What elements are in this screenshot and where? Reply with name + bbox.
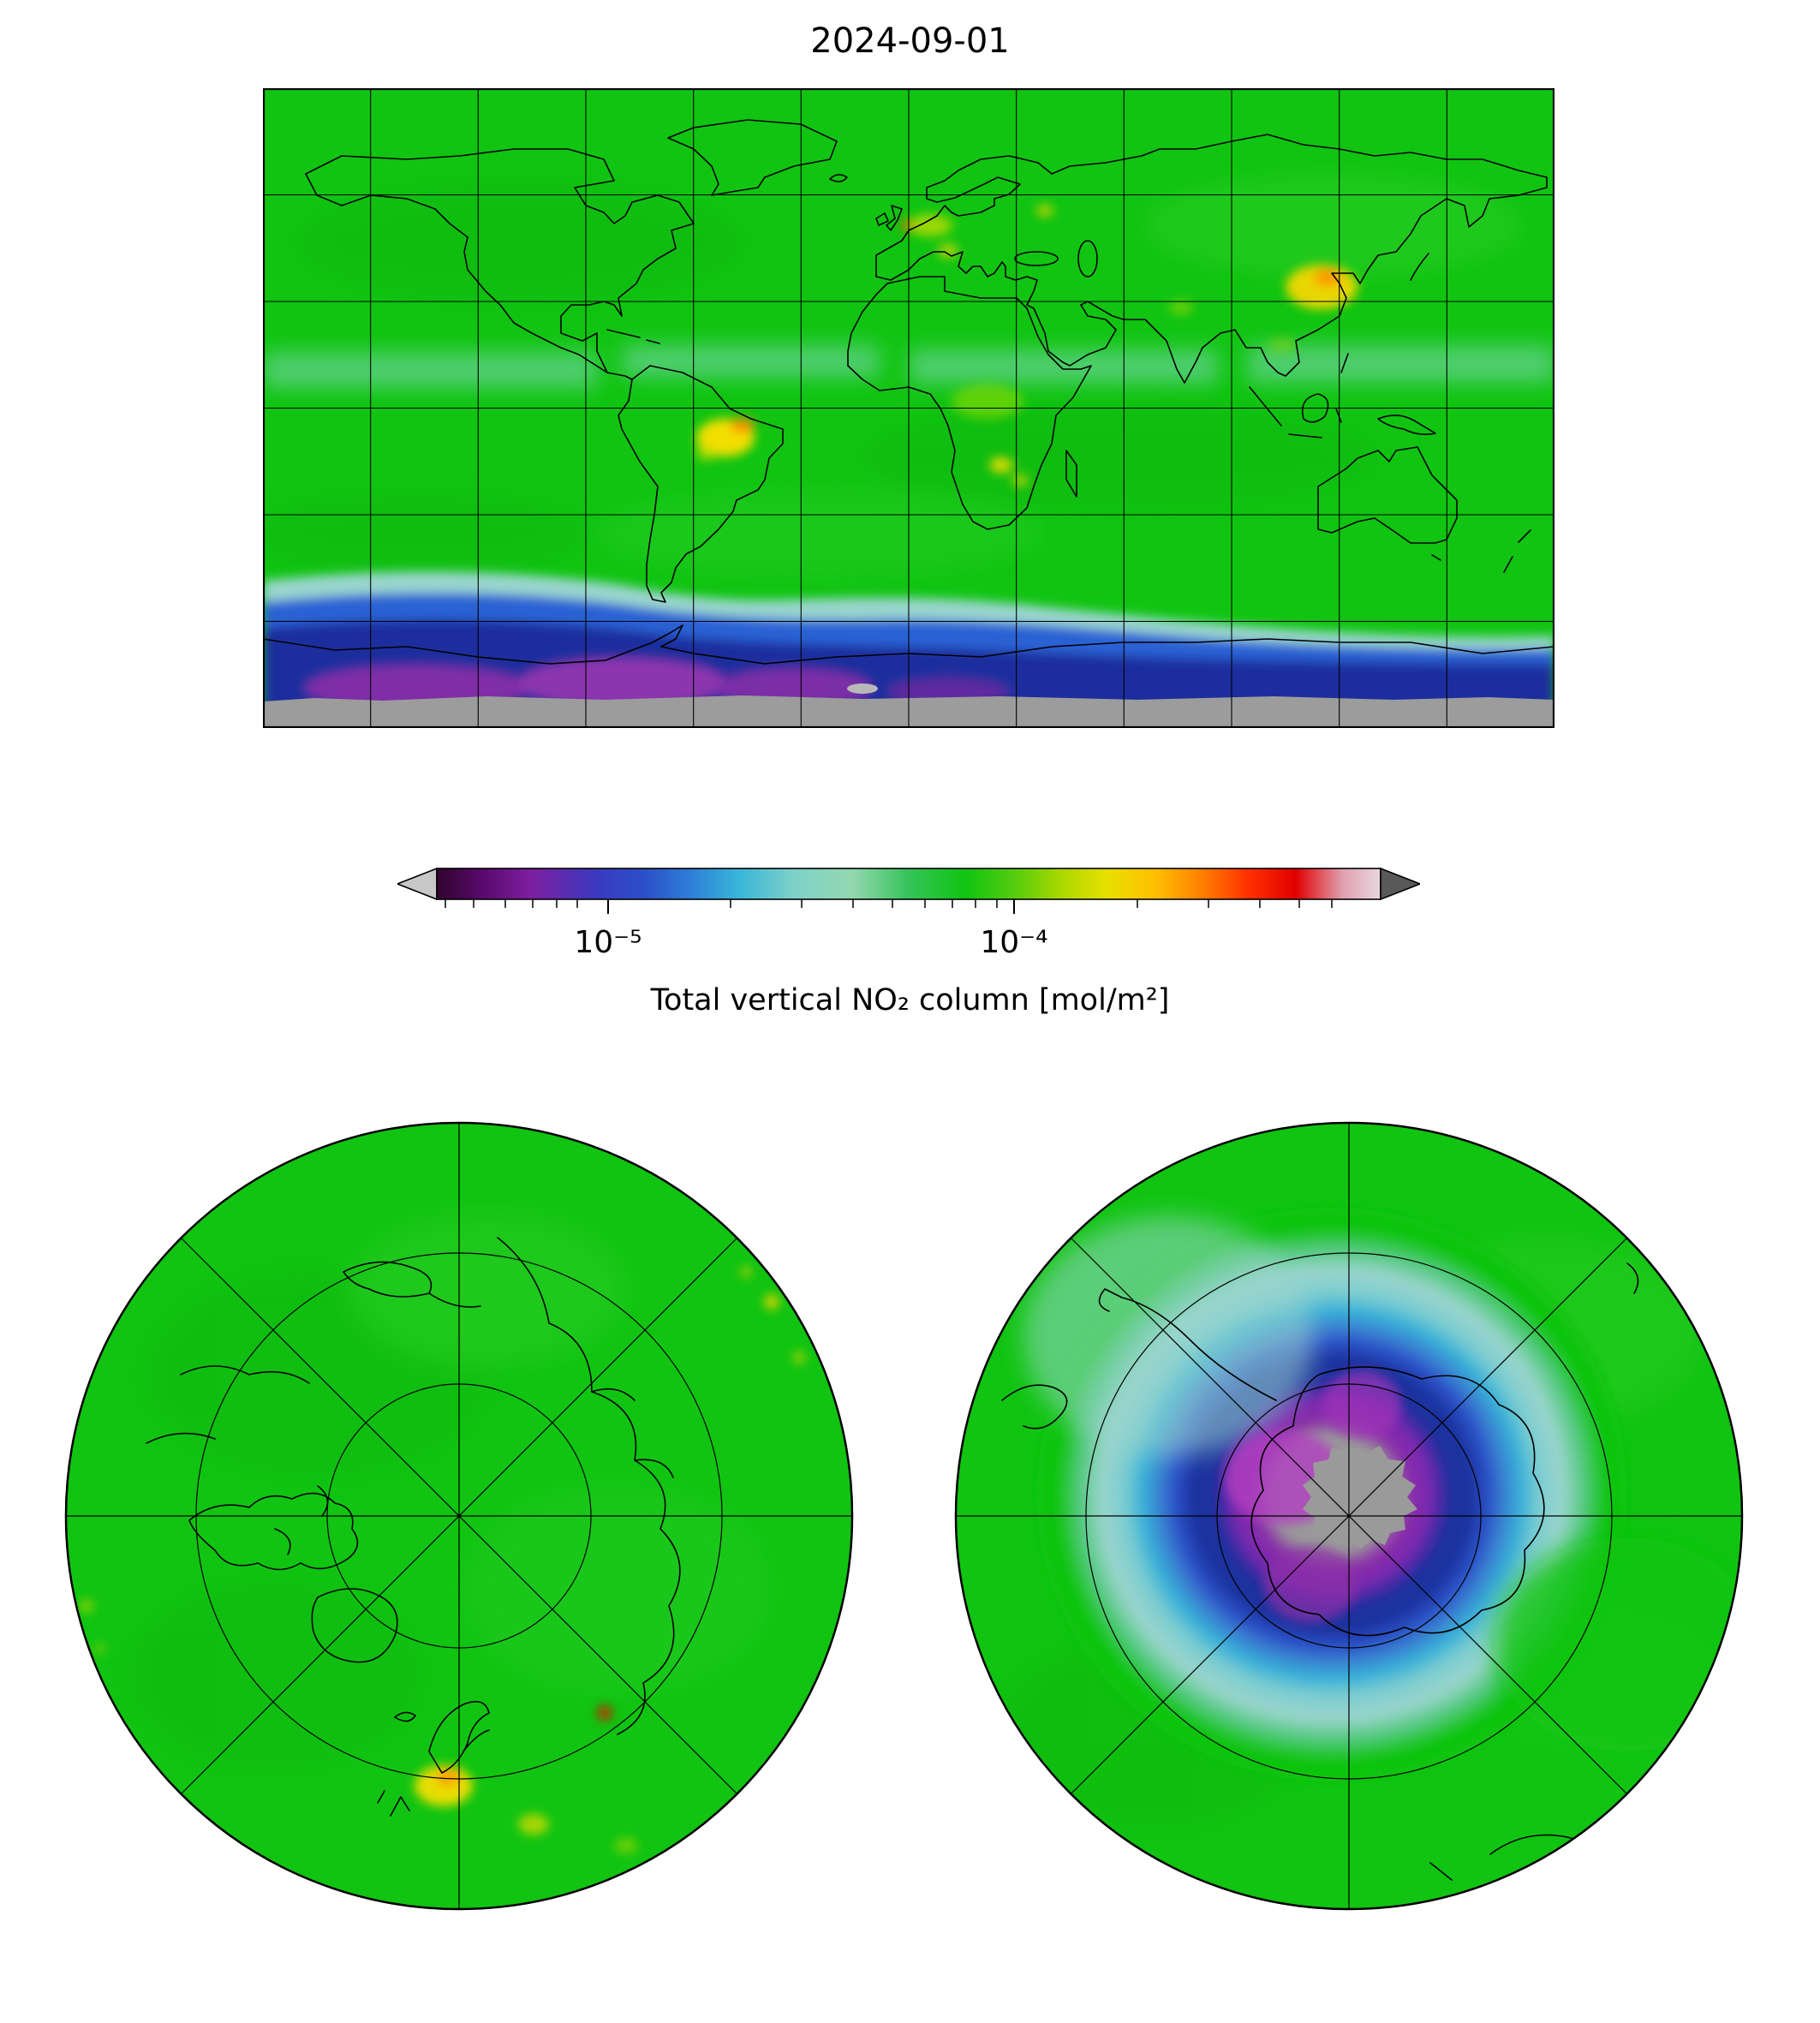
colorbar-tick-label-1e-5: 10⁻⁵ xyxy=(574,925,641,960)
north-hotspots xyxy=(80,1267,805,1853)
south-map-border xyxy=(954,1121,1744,1911)
no-data-patch xyxy=(847,683,878,694)
south-graticule xyxy=(956,1123,1742,1909)
tropical-cyan-band xyxy=(263,345,1554,388)
north-polar-map xyxy=(64,1121,854,1911)
north-graticule xyxy=(66,1123,852,1909)
figure-title: 2024-09-01 xyxy=(810,21,1010,61)
colorbar-over-arrow xyxy=(1380,867,1420,901)
colorbar-major-ticks xyxy=(607,899,1015,914)
colorbar-tick-label-1e-4: 10⁻⁴ xyxy=(980,925,1047,960)
global-map xyxy=(263,88,1554,728)
south-no-data-core xyxy=(1303,1441,1417,1549)
north-coastlines xyxy=(146,1237,681,1817)
graticule xyxy=(263,88,1554,728)
colorbar: 10⁻⁵ 10⁻⁴ xyxy=(397,867,1420,960)
south-polar-map xyxy=(954,1121,1744,1911)
colorbar-under-arrow xyxy=(397,867,438,901)
north-map-border xyxy=(64,1121,854,1911)
colorbar-minor-ticks xyxy=(445,899,1333,908)
map-border xyxy=(263,88,1554,728)
colorbar-gradient-bar xyxy=(436,868,1381,900)
colorbar-axis-label: Total vertical NO₂ column [mol/m²] xyxy=(650,983,1170,1017)
vortex-purple-patches xyxy=(1225,1370,1401,1623)
coastlines xyxy=(263,119,1554,665)
